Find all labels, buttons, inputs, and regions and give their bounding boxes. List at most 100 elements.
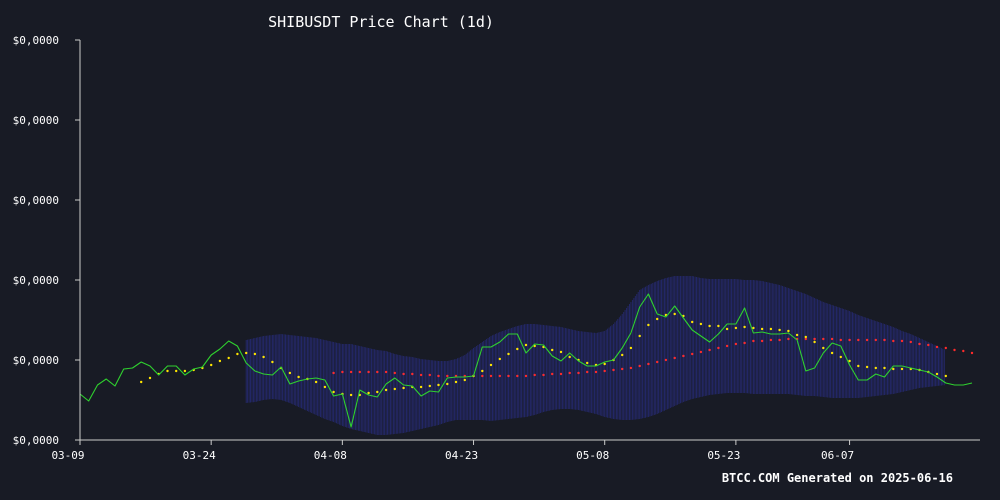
long-ma-point: [708, 348, 711, 352]
short-ma-point: [367, 391, 370, 395]
short-ma-point: [262, 355, 265, 359]
short-ma-point: [734, 326, 738, 330]
long-ma-point: [691, 352, 694, 356]
chart-title: SHIBUSDT Price Chart (1d): [268, 13, 494, 31]
short-ma-point: [175, 369, 178, 373]
y-tick-label: $0,0000: [13, 194, 59, 207]
short-ma-point: [245, 351, 248, 355]
volatility-band: [245, 276, 945, 435]
long-ma-point: [839, 338, 842, 342]
long-ma-point: [909, 340, 912, 344]
short-ma-point: [376, 390, 379, 394]
long-ma-point: [682, 354, 685, 358]
long-ma-point: [507, 374, 510, 378]
long-ma-point: [481, 374, 484, 378]
long-ma-point: [542, 373, 545, 377]
short-ma-point: [271, 360, 274, 364]
long-ma-point: [752, 339, 755, 343]
long-ma-point: [656, 360, 659, 364]
short-ma-point: [874, 366, 877, 370]
short-ma-point: [699, 322, 703, 326]
long-ma-point: [358, 370, 361, 374]
short-ma-point: [804, 335, 807, 339]
short-ma-point: [568, 355, 571, 359]
long-ma-point: [594, 370, 598, 374]
short-ma-point: [559, 350, 563, 354]
short-ma-point: [236, 352, 239, 356]
short-ma-point: [603, 362, 606, 366]
long-ma-point: [778, 338, 781, 342]
short-ma-point: [507, 352, 510, 356]
short-ma-point: [717, 324, 720, 328]
long-ma-point: [822, 337, 825, 341]
long-ma-point: [787, 337, 790, 341]
short-ma-point: [446, 382, 449, 386]
short-ma-point: [769, 327, 773, 331]
long-ma-point: [804, 337, 807, 341]
short-ma-point: [830, 351, 834, 355]
price-line: [79, 293, 973, 428]
long-ma-point: [332, 371, 335, 375]
x-tick-label: 04-23: [445, 449, 478, 462]
y-tick-label: $0,0000: [13, 34, 59, 47]
long-ma-point: [883, 338, 886, 342]
short-ma-point: [140, 380, 143, 384]
short-ma-point: [708, 324, 711, 328]
axes: $0,0000 $0,0000 $0,0000 $0,0000 $0,0000 $0,00…: [13, 34, 980, 462]
long-ma-point: [568, 371, 571, 375]
long-ma-point: [717, 346, 720, 350]
long-ma-point: [586, 370, 589, 374]
short-ma-point: [813, 340, 816, 344]
short-ma-point: [778, 328, 781, 332]
long-ma-point: [393, 371, 396, 375]
short-ma-point: [621, 353, 624, 357]
short-moving-average: [140, 312, 947, 397]
long-ma-point: [533, 373, 536, 377]
short-ma-point: [481, 369, 484, 373]
short-ma-point: [437, 383, 440, 387]
long-ma-point: [524, 374, 528, 378]
short-ma-point: [647, 323, 650, 327]
x-tick-label: 03-09: [51, 449, 84, 462]
long-ma-point: [647, 362, 650, 366]
long-ma-point: [349, 370, 353, 374]
long-ma-point: [918, 342, 921, 346]
short-ma-point: [297, 375, 300, 379]
long-ma-point: [341, 370, 344, 374]
short-ma-point: [673, 312, 676, 316]
generated-footer: BTCC.COM Generated on 2025-06-16: [722, 471, 953, 485]
long-ma-point: [367, 370, 370, 374]
short-ma-point: [944, 374, 947, 378]
short-ma-point: [892, 367, 895, 371]
long-ma-point: [760, 339, 764, 343]
long-ma-point: [953, 348, 956, 352]
long-ma-point: [419, 373, 423, 377]
short-ma-point: [323, 385, 327, 389]
short-ma-point: [428, 384, 431, 388]
long-ma-point: [489, 374, 493, 378]
long-ma-point: [577, 371, 580, 375]
short-ma-point: [691, 320, 694, 324]
short-ma-point: [629, 346, 633, 350]
long-ma-point: [612, 368, 615, 372]
short-ma-point: [463, 378, 466, 382]
short-ma-point: [227, 356, 230, 360]
short-ma-point: [288, 371, 292, 375]
y-tick-label: $0,0000: [13, 434, 59, 447]
long-ma-point: [935, 345, 939, 349]
short-ma-point: [210, 363, 213, 367]
x-tick-label: 05-08: [576, 449, 609, 462]
long-ma-point: [830, 337, 834, 341]
short-ma-point: [883, 366, 886, 370]
long-ma-point: [603, 369, 606, 373]
price-line-group: [79, 293, 973, 428]
y-tick-label: $0,0000: [13, 274, 59, 287]
short-ma-point: [332, 390, 335, 394]
long-ma-point: [699, 350, 703, 354]
short-ma-point: [787, 329, 790, 333]
long-ma-point: [446, 374, 449, 378]
short-ma-point: [848, 359, 851, 363]
y-tick-label: $0,0000: [13, 114, 59, 127]
